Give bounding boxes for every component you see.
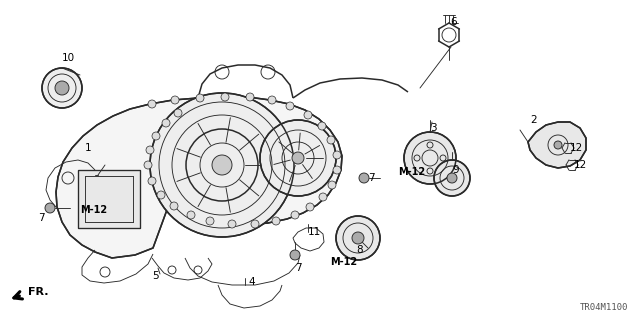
Text: 9: 9: [452, 165, 459, 175]
Circle shape: [327, 136, 335, 144]
Circle shape: [434, 160, 470, 196]
Circle shape: [45, 203, 55, 213]
Text: 7: 7: [295, 263, 301, 273]
Circle shape: [42, 68, 82, 108]
Circle shape: [318, 122, 326, 130]
Text: 12: 12: [574, 160, 588, 170]
Text: 2: 2: [530, 115, 536, 125]
Circle shape: [359, 173, 369, 183]
Circle shape: [291, 211, 299, 219]
Circle shape: [272, 217, 280, 225]
Circle shape: [150, 93, 294, 237]
Circle shape: [333, 166, 341, 174]
Circle shape: [162, 119, 170, 127]
Circle shape: [333, 151, 341, 159]
Circle shape: [404, 132, 456, 184]
Circle shape: [554, 141, 562, 149]
Text: FR.: FR.: [28, 287, 49, 297]
Text: 10: 10: [62, 53, 75, 63]
Circle shape: [260, 120, 336, 196]
Circle shape: [336, 216, 380, 260]
Circle shape: [352, 232, 364, 244]
Circle shape: [148, 177, 156, 185]
Circle shape: [206, 217, 214, 225]
Circle shape: [268, 96, 276, 104]
Text: 1: 1: [85, 143, 92, 153]
Circle shape: [290, 250, 300, 260]
Polygon shape: [56, 97, 342, 258]
Circle shape: [55, 81, 69, 95]
Circle shape: [171, 96, 179, 104]
Circle shape: [306, 203, 314, 211]
Polygon shape: [78, 170, 140, 228]
Circle shape: [212, 155, 232, 175]
Circle shape: [251, 220, 259, 228]
Circle shape: [148, 100, 156, 108]
Circle shape: [146, 146, 154, 154]
Circle shape: [157, 191, 165, 199]
Circle shape: [152, 132, 160, 140]
Circle shape: [187, 211, 195, 219]
Text: 12: 12: [570, 143, 583, 153]
Text: 11: 11: [308, 227, 321, 237]
Circle shape: [174, 109, 182, 117]
Circle shape: [221, 93, 229, 101]
Text: TR04M1100: TR04M1100: [580, 303, 628, 312]
Text: 8: 8: [356, 245, 363, 255]
Circle shape: [228, 220, 236, 228]
Circle shape: [328, 181, 336, 189]
Circle shape: [144, 161, 152, 169]
Text: 3: 3: [430, 123, 436, 133]
Text: 6: 6: [450, 17, 456, 27]
Text: M-12: M-12: [330, 257, 357, 267]
Circle shape: [447, 173, 457, 183]
Text: 7: 7: [38, 213, 45, 223]
Circle shape: [196, 94, 204, 102]
Text: M-12: M-12: [80, 205, 107, 215]
Circle shape: [304, 111, 312, 119]
Text: M-12: M-12: [398, 167, 425, 177]
Circle shape: [286, 102, 294, 110]
Circle shape: [292, 152, 304, 164]
Circle shape: [319, 193, 327, 201]
Text: 4: 4: [248, 277, 255, 287]
Text: 7: 7: [368, 173, 374, 183]
Text: 5: 5: [152, 271, 159, 281]
Polygon shape: [528, 122, 586, 168]
Circle shape: [246, 93, 254, 101]
Circle shape: [170, 202, 178, 210]
